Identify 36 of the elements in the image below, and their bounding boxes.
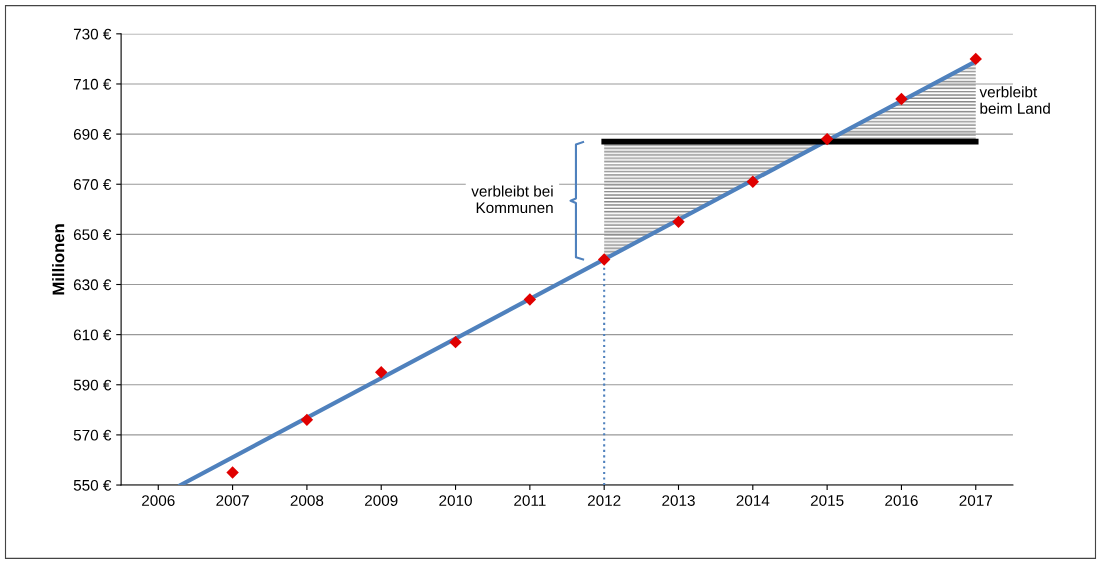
point <box>969 52 982 66</box>
point <box>226 466 239 479</box>
point <box>746 175 760 188</box>
x-tick-label: 2011 <box>514 495 546 506</box>
x-tick-label: 2014 <box>736 495 770 506</box>
y-tick-label: 650 € <box>73 229 112 241</box>
point <box>523 293 537 306</box>
y-tick-label: 710 € <box>73 78 112 90</box>
x-tick-label: 2006 <box>142 495 175 506</box>
y-tick-label: 730 € <box>73 28 112 40</box>
point <box>597 253 611 266</box>
annotation: verbleibt beim Land <box>979 86 1050 114</box>
x-tick-label: 2007 <box>216 495 249 506</box>
point <box>895 92 908 106</box>
y-tick-label: 590 € <box>73 379 112 391</box>
annotation: verbleibt bei Kommunen <box>471 185 553 214</box>
x-tick-label: 2008 <box>290 495 324 506</box>
y-tick-label: 610 € <box>73 329 112 341</box>
x-tick-label: 2016 <box>885 495 918 506</box>
x-tick-label: 2009 <box>365 495 398 506</box>
x-tick-label: 2013 <box>662 495 695 506</box>
y-axis-title: Millionen <box>52 224 65 295</box>
x-tick-label: 2012 <box>587 495 621 506</box>
point <box>375 366 388 379</box>
x-tick-label: 2015 <box>810 495 844 506</box>
y-tick-label: 570 € <box>73 429 112 441</box>
y-tick-label: 690 € <box>73 128 112 140</box>
x-tick-label: 2010 <box>439 495 472 506</box>
y-tick-label: 630 € <box>73 279 112 291</box>
y-tick-label: 670 € <box>73 179 112 190</box>
point <box>672 215 685 229</box>
point <box>449 335 462 349</box>
y-tick-label: 550 € <box>73 479 112 491</box>
x-tick-label: 2017 <box>959 495 992 506</box>
point <box>300 413 314 427</box>
point <box>820 132 834 146</box>
